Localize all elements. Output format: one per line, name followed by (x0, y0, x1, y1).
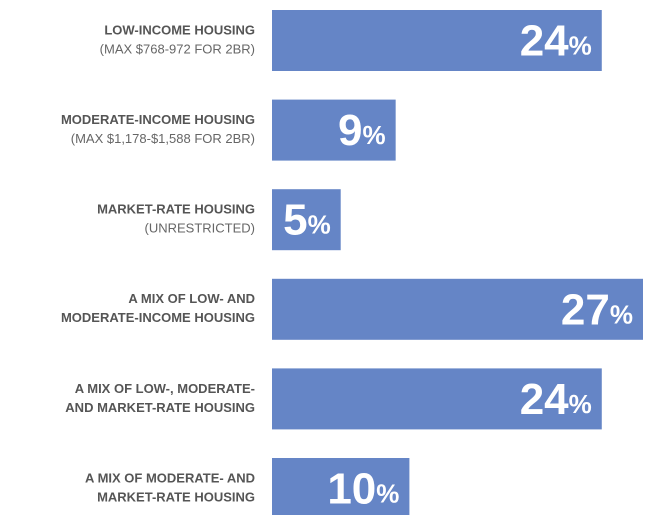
category-label: MODERATE-INCOME HOUSING (61, 310, 255, 325)
bar (272, 189, 341, 251)
bar (272, 458, 410, 515)
bar (272, 10, 602, 71)
category-note: (MAX $1,178-$1,588 FOR 2BR) (71, 131, 255, 146)
value-label: 27% (561, 285, 633, 334)
value-label: 10% (327, 464, 399, 513)
value-label: 24% (520, 16, 592, 65)
value-label: 5% (283, 195, 331, 244)
bar (272, 278, 643, 340)
category-label: MODERATE-INCOME HOUSING (61, 112, 255, 127)
bar (272, 99, 396, 161)
category-label: AND MARKET-RATE HOUSING (65, 400, 255, 415)
category-label: MARKET-RATE HOUSING (97, 489, 255, 504)
category-note: (MAX $768-972 FOR 2BR) (100, 41, 255, 56)
category-label: A MIX OF LOW-, MODERATE- (75, 381, 255, 396)
bar (272, 368, 602, 430)
value-label: 24% (520, 375, 592, 424)
category-label: LOW-INCOME HOUSING (104, 22, 255, 37)
category-note: (UNRESTRICTED) (145, 221, 256, 236)
value-label: 9% (338, 106, 386, 155)
category-label: A MIX OF LOW- AND (128, 291, 255, 306)
category-label: MARKET-RATE HOUSING (97, 202, 255, 217)
category-label: A MIX OF MODERATE- AND (85, 470, 255, 485)
